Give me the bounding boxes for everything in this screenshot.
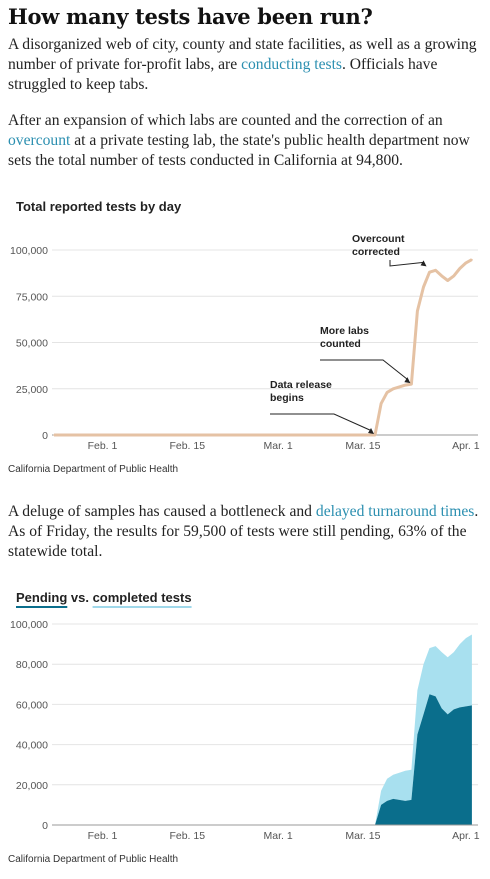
total-tests-point [53, 434, 55, 436]
pending-tests-area [375, 694, 472, 825]
total-tests-point [174, 434, 176, 436]
chart1-x-tick-label: Feb. 15 [169, 440, 205, 452]
total-tests-point [295, 434, 298, 436]
intro-text-2: . Officials have struggled to keep tabs. [8, 56, 438, 93]
total-tests-point [434, 269, 437, 272]
chart2-title: Pending vs. completed tests [16, 590, 192, 605]
chart1-y-tick-label: 50,000 [16, 338, 48, 350]
total-tests-line [54, 258, 473, 437]
chart2-x-tick-label: Mar. 15 [345, 830, 380, 842]
total-tests-point [446, 279, 449, 282]
pending-text-1: A deluge of samples has caused a bottlen… [8, 503, 316, 520]
annotation-arrowhead [404, 377, 411, 384]
chart2-y-tick-label: 20,000 [16, 780, 48, 792]
annotation-label: begins [270, 392, 304, 404]
total-tests-point [380, 402, 382, 405]
overcount-text-1: After an expansion of which labs are cou… [8, 112, 443, 129]
annotation-label: counted [320, 338, 361, 350]
total-tests-point [374, 434, 376, 436]
total-tests-point [356, 434, 358, 436]
total-tests-point [398, 386, 401, 388]
headline: How many tests have been run? [8, 4, 373, 29]
overcount-text-2: at a private testing lab, the state's pu… [8, 132, 470, 169]
annotation-label: Data release [270, 379, 332, 391]
total-tests-point [410, 383, 413, 385]
chart1-x-tick-label: Mar. 15 [345, 440, 380, 452]
annotation-label: corrected [352, 246, 400, 258]
total-tests-point [452, 275, 455, 277]
overcount-paragraph: After an expansion of which labs are cou… [8, 111, 482, 171]
total-tests-point [459, 267, 461, 270]
total-tests-chart: 100,000 75,000 50,000 25,000 0 Feb. 1 Feb. 15 M… [10, 233, 480, 452]
pending-vs-completed-chart: 100,000 80,000 60,000 40,000 20,000 0 Feb. 1 Fe… [10, 619, 480, 842]
completed-tests-area [375, 634, 472, 825]
chart1-y-tick-label: 75,000 [16, 291, 48, 303]
pending-legend-label: Pending [16, 590, 68, 605]
chart2-x-tick-label: Feb. 1 [88, 830, 118, 842]
chart2-x-tick-label: Apr. 1 [452, 830, 480, 842]
annotation-arrowhead [420, 260, 427, 267]
total-tests-point [465, 262, 467, 264]
total-tests-point [416, 310, 419, 312]
total-tests-point [113, 434, 116, 436]
annotation-leader-line [320, 359, 409, 381]
legend-vs: vs. [67, 590, 93, 605]
pending-text-2: . As of Friday, the results for 59,500 o… [8, 503, 479, 560]
intro-paragraph: A disorganized web of city, county and s… [8, 35, 482, 95]
total-tests-point [471, 258, 473, 261]
chart1-x-tick-label: Feb. 1 [88, 440, 118, 452]
completed-legend-label: completed tests [92, 590, 192, 605]
chart1-x-tick-label: Mar. 1 [264, 440, 293, 452]
chart2-y-tick-label: 60,000 [16, 699, 48, 711]
total-tests-point [392, 387, 395, 390]
chart2-y-tick-label: 80,000 [16, 659, 48, 671]
chart2-source: California Department of Public Health [8, 854, 179, 865]
delayed-turnaround-link[interactable]: delayed turnaround times [315, 503, 475, 520]
total-tests-point [234, 434, 237, 436]
chart1-source: California Department of Public Health [8, 464, 179, 475]
total-tests-point [404, 384, 407, 386]
chart2-y-tick-label: 100,000 [10, 619, 48, 631]
chart1-y-tick-label: 25,000 [16, 384, 48, 396]
pending-paragraph: A deluge of samples has caused a bottlen… [8, 502, 482, 562]
total-tests-point [422, 286, 425, 288]
total-tests-point [386, 391, 388, 394]
chart1-x-tick-label: Apr. 1 [452, 440, 480, 452]
annotation-leader-line [270, 413, 373, 432]
chart1-y-tick-label: 100,000 [10, 245, 48, 257]
chart1-y-tick-label: 0 [42, 430, 48, 442]
conducting-tests-link[interactable]: conducting tests [241, 56, 342, 73]
annotation-leader-line [389, 260, 424, 267]
total-tests-point [428, 271, 431, 273]
annotation-label: Overcount [352, 233, 405, 245]
chart2-y-tick-label: 40,000 [16, 740, 48, 752]
chart2-x-tick-label: Mar. 1 [264, 830, 293, 842]
annotation-arrowhead [368, 428, 375, 434]
annotation-label: More labs [320, 325, 369, 337]
chart2-x-tick-label: Feb. 15 [169, 830, 205, 842]
overcount-link[interactable]: overcount [8, 132, 71, 149]
intro-text-1: A disorganized web of city, county and s… [8, 36, 477, 73]
chart2-y-tick-label: 0 [42, 820, 48, 832]
total-tests-point [440, 275, 443, 277]
chart1-title: Total reported tests by day [16, 199, 182, 214]
